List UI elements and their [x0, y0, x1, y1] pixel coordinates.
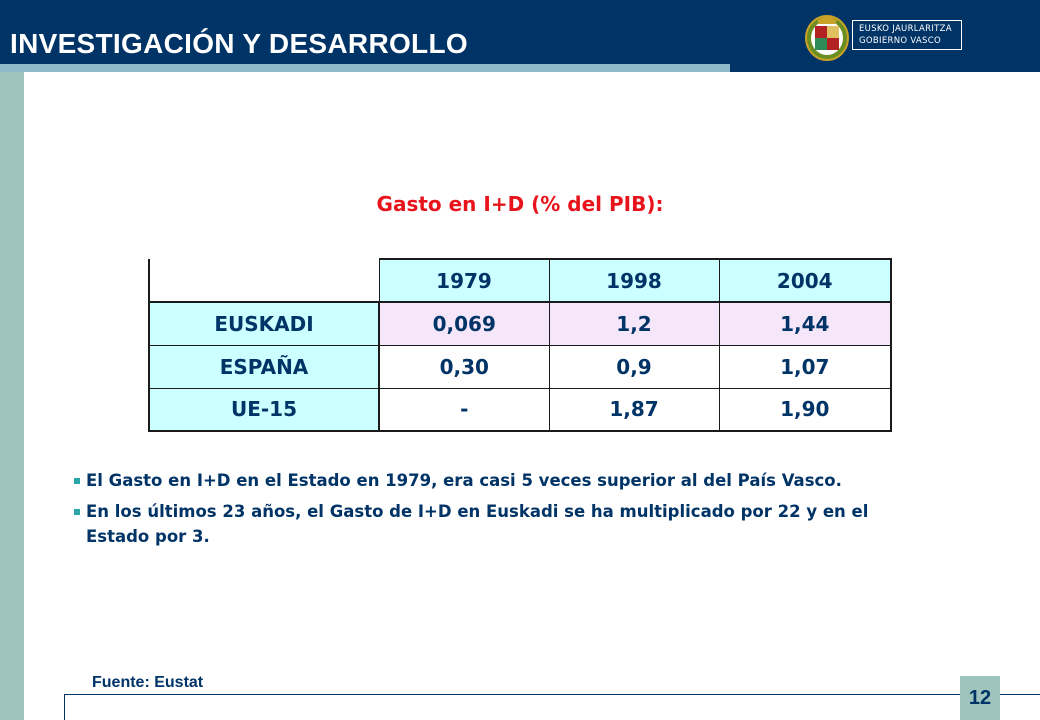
- table-row-euskadi: EUSKADI 0,069 1,2 1,44: [148, 301, 892, 346]
- row-label-ue15: UE-15: [148, 387, 380, 432]
- bullet-item: El Gasto en I+D en el Estado en 1979, er…: [74, 468, 934, 493]
- cell-espana-1979: 0,30: [378, 344, 550, 389]
- cell-ue15-1998: 1,87: [548, 387, 720, 432]
- bullet-square-icon: [74, 478, 80, 484]
- gobierno-vasco-logo: EUSKO JAURLARITZA GOBIERNO VASCO: [804, 14, 964, 62]
- left-accent-bar: [0, 72, 24, 720]
- footer-divider: [64, 694, 1040, 695]
- header-bar: INVESTIGACIÓN Y DESARROLLO EUSKO JAURLAR…: [0, 0, 1040, 72]
- cell-ue15-2004: 1,90: [718, 387, 892, 432]
- cell-espana-1998: 0,9: [548, 344, 720, 389]
- table-header-row: 1979 1998 2004: [148, 258, 892, 303]
- basque-government-shield-icon: [805, 15, 849, 61]
- bullet-item: En los últimos 23 años, el Gasto de I+D …: [74, 499, 934, 549]
- column-header-1979: 1979: [378, 258, 550, 303]
- table-row-ue15: UE-15 - 1,87 1,90: [148, 387, 892, 432]
- footer-divider-vertical: [64, 694, 65, 720]
- table-title: Gasto en I+D (% del PIB):: [376, 192, 664, 216]
- logo-line-gobierno-vasco: GOBIERNO VASCO: [859, 36, 941, 46]
- column-header-1998: 1998: [548, 258, 720, 303]
- cell-euskadi-1998: 1,2: [548, 301, 720, 346]
- cell-euskadi-1979: 0,069: [378, 301, 550, 346]
- bullet-text: En los últimos 23 años, el Gasto de I+D …: [86, 502, 869, 546]
- row-label-euskadi: EUSKADI: [148, 301, 380, 346]
- title-underline: [0, 64, 730, 72]
- table-row-espana: ESPAÑA 0,30 0,9 1,07: [148, 344, 892, 389]
- cell-euskadi-2004: 1,44: [718, 301, 892, 346]
- rd-spending-table: 1979 1998 2004 EUSKADI 0,069 1,2 1,44 ES…: [148, 258, 892, 432]
- column-header-2004: 2004: [718, 258, 892, 303]
- cell-ue15-1979: -: [378, 387, 550, 432]
- cell-espana-2004: 1,07: [718, 344, 892, 389]
- logo-text-box: EUSKO JAURLARITZA GOBIERNO VASCO: [852, 20, 962, 50]
- bullet-square-icon: [74, 509, 80, 515]
- table-corner-cell: [148, 259, 379, 302]
- page-number: 12: [960, 676, 1000, 720]
- logo-line-eusko-jaurlaritza: EUSKO JAURLARITZA: [859, 24, 952, 34]
- page-title: INVESTIGACIÓN Y DESARROLLO: [10, 28, 468, 59]
- source-note: Fuente: Eustat: [92, 674, 204, 691]
- bullet-list: El Gasto en I+D en el Estado en 1979, er…: [74, 468, 934, 555]
- bullet-text: El Gasto en I+D en el Estado en 1979, er…: [86, 471, 842, 490]
- row-label-espana: ESPAÑA: [148, 344, 380, 389]
